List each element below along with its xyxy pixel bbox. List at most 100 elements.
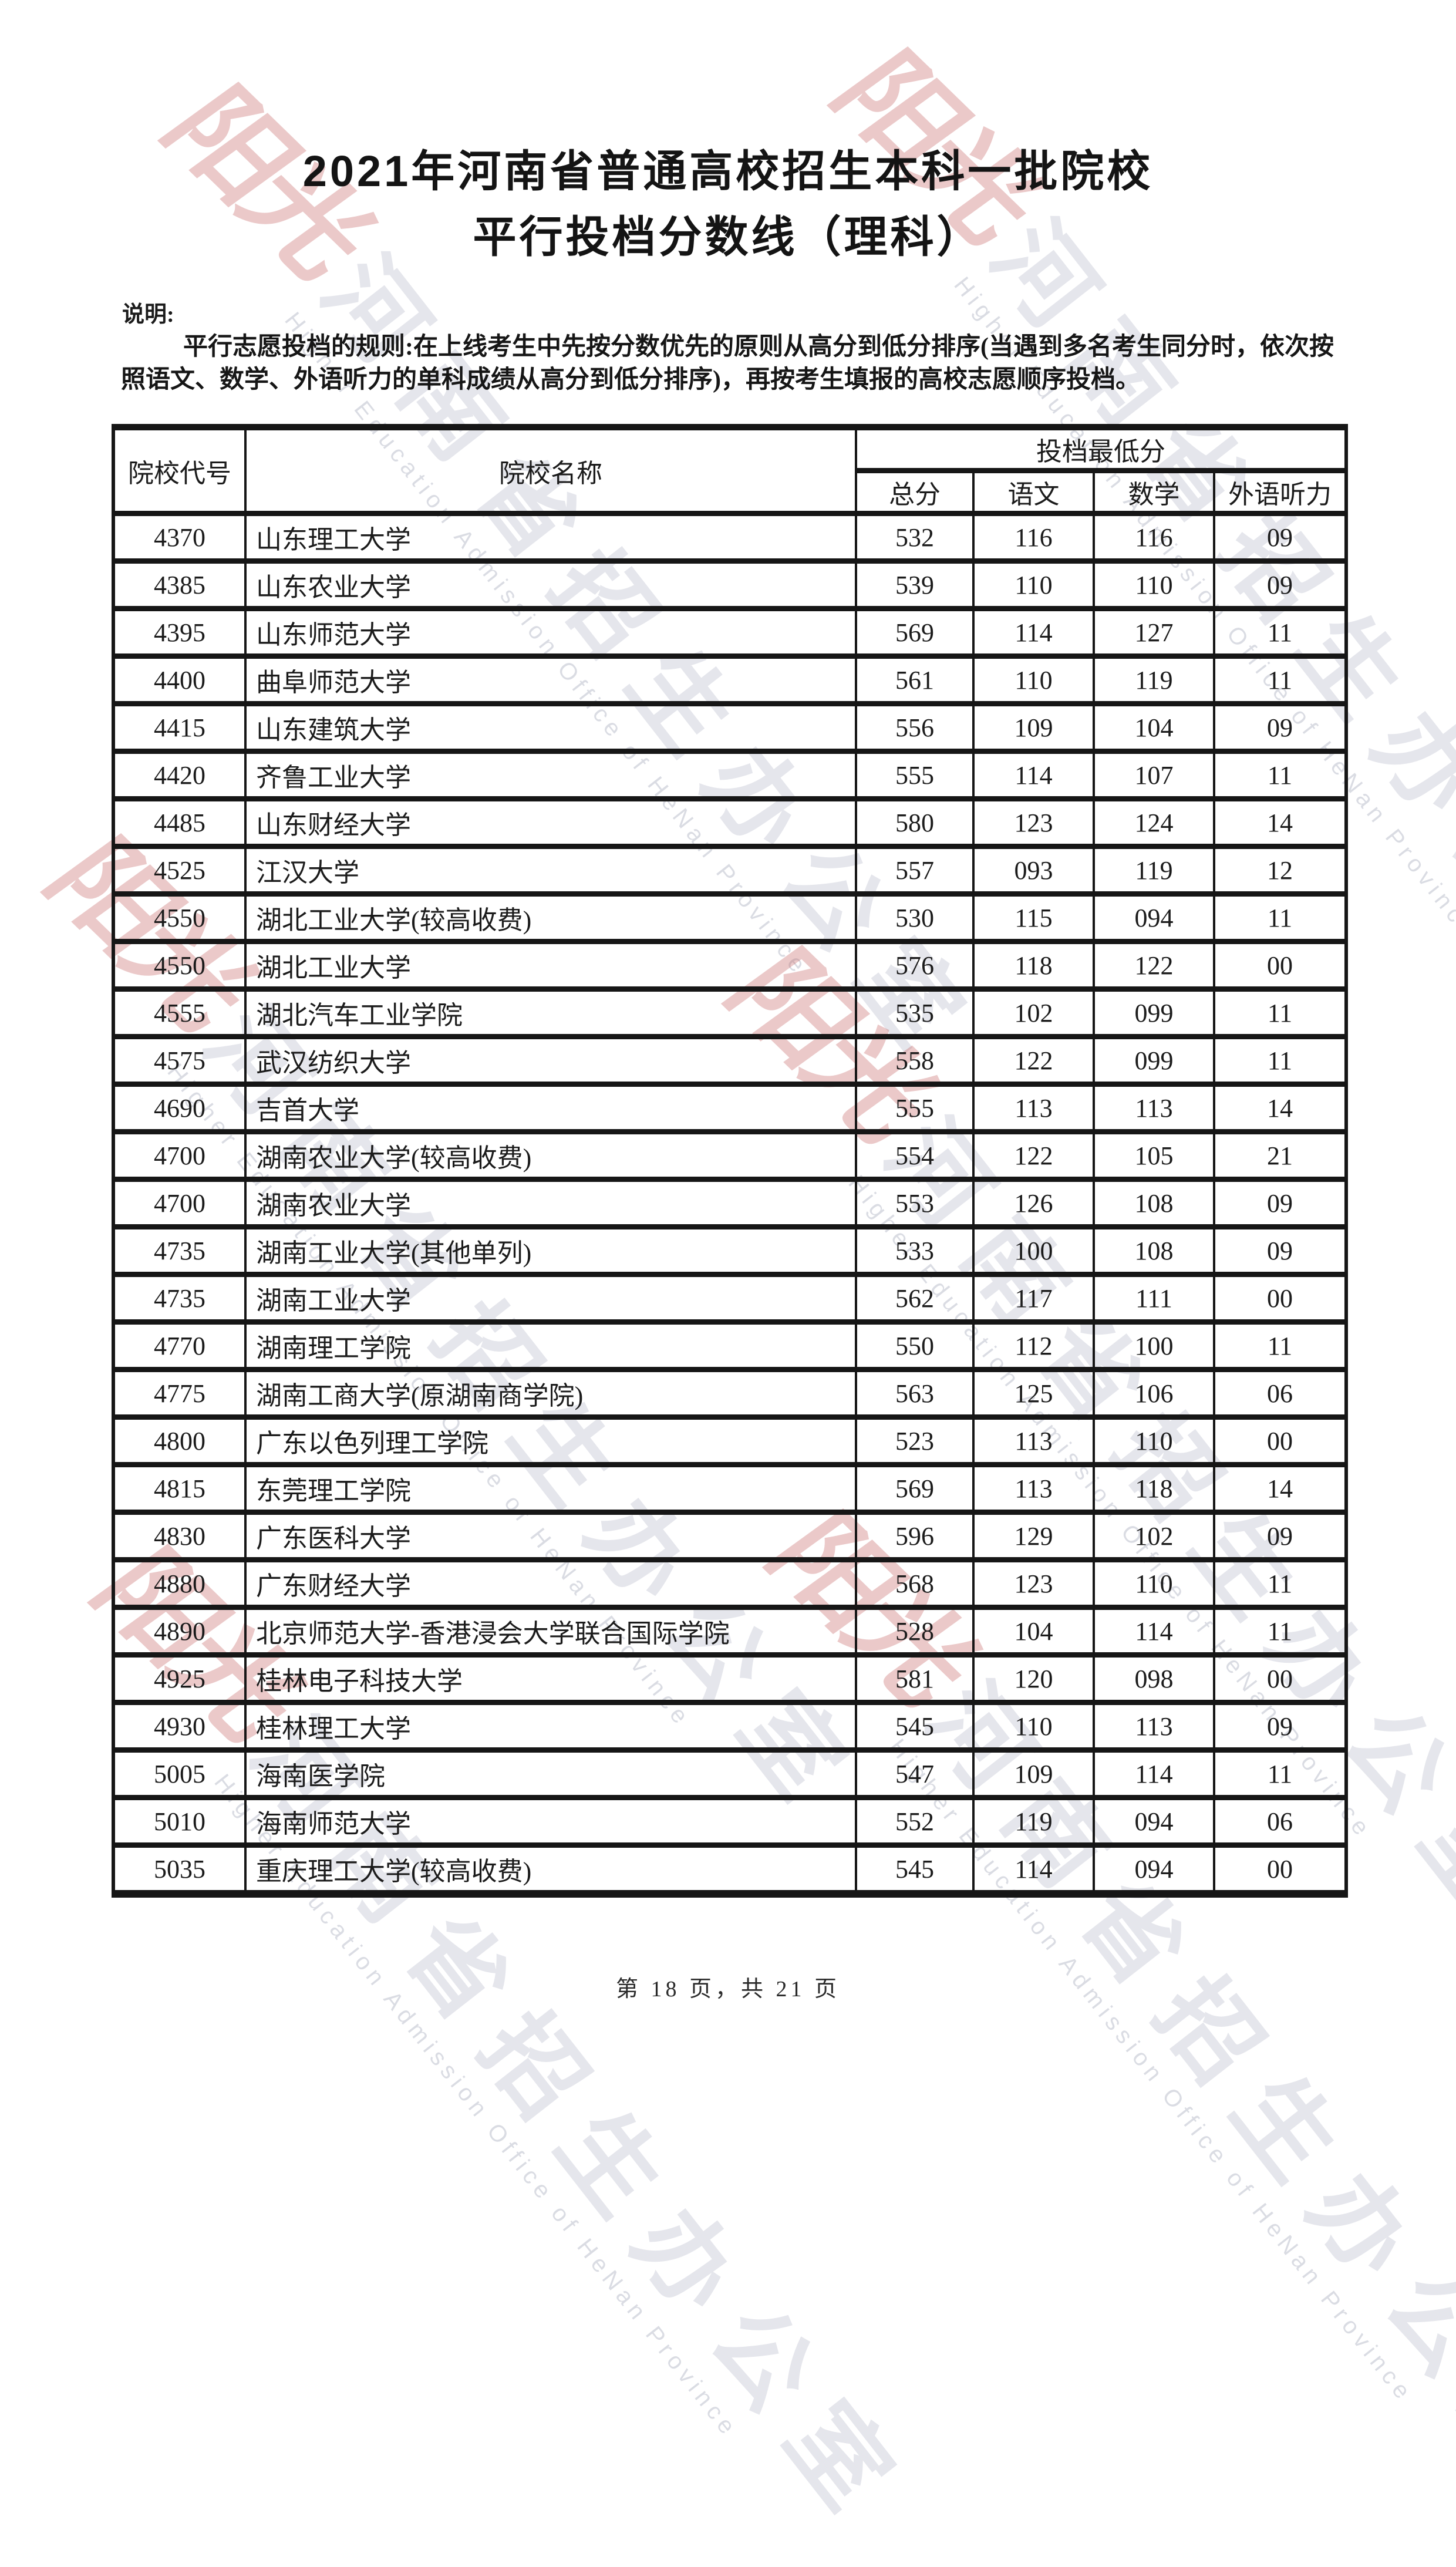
listening-score-cell: 11	[1213, 1605, 1347, 1658]
college-name-cell: 湖南工业大学(其他单列)	[244, 1224, 857, 1277]
college-name-cell: 曲阜师范大学	[244, 653, 857, 706]
chinese-score-cell: 118	[972, 939, 1095, 992]
chinese-score-cell: 110	[972, 653, 1095, 706]
college-name-cell: 齐鲁工业大学	[244, 749, 857, 801]
header-chinese-score: 语文	[972, 468, 1095, 516]
college-code-cell: 4800	[112, 1414, 247, 1467]
college-name-cell: 海南师范大学	[244, 1795, 857, 1848]
college-code-cell: 4370	[112, 511, 247, 564]
college-name-cell: 山东农业大学	[244, 558, 857, 611]
chinese-score-cell: 123	[972, 796, 1095, 849]
college-name-cell: 山东财经大学	[244, 796, 857, 849]
chinese-score-cell: 093	[972, 844, 1095, 897]
total-score-cell: 569	[855, 1462, 975, 1515]
listening-score-cell: 00	[1213, 1652, 1347, 1705]
total-score-cell: 535	[855, 986, 975, 1039]
listening-score-cell: 00	[1213, 1272, 1347, 1325]
listening-score-cell: 00	[1213, 1842, 1347, 1896]
header-listening-score: 外语听力	[1213, 468, 1347, 516]
listening-score-cell: 09	[1213, 1700, 1347, 1753]
chinese-score-cell: 119	[972, 1795, 1095, 1848]
table-row: 4775 湖南工商大学(原湖南商学院) 563 125 106 06	[112, 1367, 1347, 1420]
college-code-cell: 4550	[112, 939, 247, 992]
chinese-score-cell: 123	[972, 1557, 1095, 1610]
note-label: 说明:	[122, 302, 174, 327]
table-row: 4370 山东理工大学 532 116 116 09	[112, 511, 1347, 564]
total-score-cell: 530	[855, 891, 975, 944]
listening-score-cell: 14	[1213, 1082, 1347, 1134]
college-name-cell: 武汉纺织大学	[244, 1034, 857, 1087]
table-row: 4930 桂林理工大学 545 110 113 09	[112, 1700, 1347, 1753]
table-row: 4735 湖南工业大学(其他单列) 533 100 108 09	[112, 1224, 1347, 1277]
math-score-cell: 099	[1093, 1034, 1215, 1087]
listening-score-cell: 11	[1213, 1034, 1347, 1087]
page-number-footer: 第 18 页，共 21 页	[615, 1977, 840, 2002]
listening-score-cell: 11	[1213, 1557, 1347, 1610]
college-code-cell: 4395	[112, 606, 247, 659]
math-score-cell: 114	[1093, 1747, 1215, 1800]
college-name-cell: 湖南农业大学	[244, 1177, 857, 1229]
college-name-cell: 北京师范大学-香港浸会大学联合国际学院	[244, 1605, 857, 1658]
listening-score-cell: 00	[1213, 939, 1347, 992]
college-code-cell: 5005	[112, 1747, 247, 1800]
college-code-cell: 4690	[112, 1082, 247, 1134]
total-score-cell: 545	[855, 1700, 975, 1753]
header-math-score: 数学	[1093, 468, 1215, 516]
chinese-score-cell: 117	[972, 1272, 1095, 1325]
math-score-cell: 100	[1093, 1319, 1215, 1372]
chinese-score-cell: 109	[972, 701, 1095, 754]
college-name-cell: 湖南工业大学	[244, 1272, 857, 1325]
table-row: 4770 湖南理工学院 550 112 100 11	[112, 1319, 1347, 1372]
chinese-score-cell: 102	[972, 986, 1095, 1039]
table-row: 5005 海南医学院 547 109 114 11	[112, 1747, 1347, 1800]
total-score-cell: 580	[855, 796, 975, 849]
total-score-cell: 528	[855, 1605, 975, 1658]
chinese-score-cell: 104	[972, 1605, 1095, 1658]
table-row: 4880 广东财经大学 568 123 110 11	[112, 1557, 1347, 1610]
total-score-cell: 552	[855, 1795, 975, 1848]
chinese-score-cell: 122	[972, 1034, 1095, 1087]
table-row: 4890 北京师范大学-香港浸会大学联合国际学院 528 104 114 11	[112, 1605, 1347, 1658]
table-row: 4485 山东财经大学 580 123 124 14	[112, 796, 1347, 849]
chinese-score-cell: 114	[972, 749, 1095, 801]
college-code-cell: 4700	[112, 1177, 247, 1229]
math-score-cell: 122	[1093, 939, 1215, 992]
college-code-cell: 4555	[112, 986, 247, 1039]
math-score-cell: 124	[1093, 796, 1215, 849]
college-name-cell: 桂林理工大学	[244, 1700, 857, 1753]
listening-score-cell: 14	[1213, 1462, 1347, 1515]
score-table-header: 院校代号 院校名称 投档最低分 总分 语文 数学 外语听力	[112, 425, 1347, 516]
college-code-cell: 4575	[112, 1034, 247, 1087]
math-score-cell: 094	[1093, 1842, 1215, 1896]
document-page: { "page": { "title_line1": "2021年河南省普通高校…	[23, 35, 1456, 2549]
math-score-cell: 105	[1093, 1129, 1215, 1182]
college-name-cell: 海南医学院	[244, 1747, 857, 1800]
chinese-score-cell: 120	[972, 1652, 1095, 1705]
college-code-cell: 4385	[112, 558, 247, 611]
college-name-cell: 桂林电子科技大学	[244, 1652, 857, 1705]
listening-score-cell: 09	[1213, 1177, 1347, 1229]
math-score-cell: 108	[1093, 1177, 1215, 1229]
college-name-cell: 吉首大学	[244, 1082, 857, 1134]
college-code-cell: 5035	[112, 1842, 247, 1896]
college-name-cell: 湖南农业大学(较高收费)	[244, 1129, 857, 1182]
table-row: 4815 东莞理工学院 569 113 118 14	[112, 1462, 1347, 1515]
table-row: 4400 曲阜师范大学 561 110 119 11	[112, 653, 1347, 706]
college-name-cell: 广东财经大学	[244, 1557, 857, 1610]
total-score-cell: 556	[855, 701, 975, 754]
total-score-cell: 563	[855, 1367, 975, 1420]
college-name-cell: 山东师范大学	[244, 606, 857, 659]
college-name-cell: 重庆理工大学(较高收费)	[244, 1842, 857, 1896]
table-row: 4925 桂林电子科技大学 581 120 098 00	[112, 1652, 1347, 1705]
math-score-cell: 127	[1093, 606, 1215, 659]
math-score-cell: 116	[1093, 511, 1215, 564]
math-score-cell: 119	[1093, 653, 1215, 706]
chinese-score-cell: 110	[972, 558, 1095, 611]
total-score-cell: 569	[855, 606, 975, 659]
college-code-cell: 4815	[112, 1462, 247, 1515]
college-code-cell: 4485	[112, 796, 247, 849]
total-score-cell: 558	[855, 1034, 975, 1087]
chinese-score-cell: 112	[972, 1319, 1095, 1372]
math-score-cell: 094	[1093, 1795, 1215, 1848]
listening-score-cell: 11	[1213, 1319, 1347, 1372]
